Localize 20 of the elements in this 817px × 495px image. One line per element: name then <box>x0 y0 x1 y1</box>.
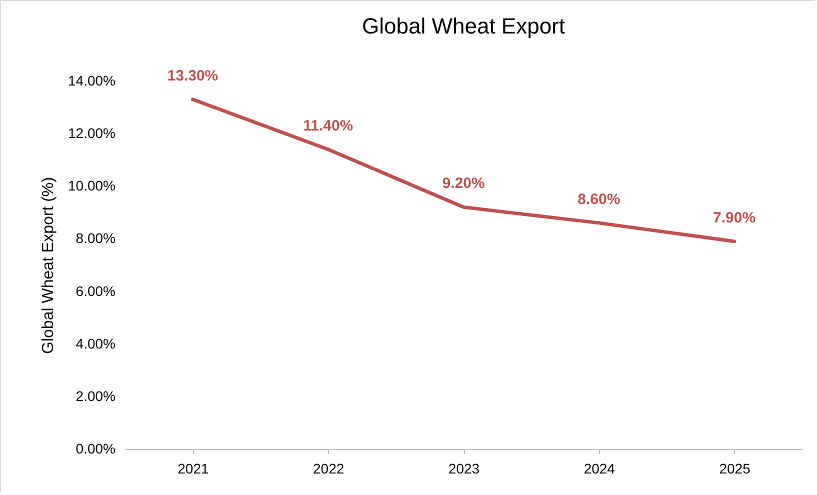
x-tick-label: 2024 <box>584 460 616 476</box>
chart-title: Global Wheat Export <box>362 13 565 38</box>
y-tick-label: 6.00% <box>76 282 116 299</box>
data-label: 8.60% <box>578 190 620 208</box>
y-tick-label: 0.00% <box>76 440 116 456</box>
x-tick-label: 2025 <box>719 460 751 476</box>
y-tick-label: 2.00% <box>76 388 116 404</box>
data-label: 13.30% <box>167 67 218 84</box>
y-tick-label: 14.00% <box>68 72 116 88</box>
y-axis-title: Global Wheat Export (%) <box>40 177 58 354</box>
y-tick-label: 10.00% <box>68 178 116 194</box>
data-label: 11.40% <box>303 117 354 134</box>
y-tick-label: 12.00% <box>68 125 116 142</box>
data-label: 9.20% <box>442 175 485 192</box>
x-tick-label: 2021 <box>178 460 209 476</box>
data-label: 7.90% <box>713 209 756 226</box>
x-tick-label: 2022 <box>313 460 344 476</box>
x-tick-label: 2023 <box>448 460 480 476</box>
y-tick-label: 8.00% <box>76 230 116 246</box>
y-tick-label: 4.00% <box>76 335 116 352</box>
